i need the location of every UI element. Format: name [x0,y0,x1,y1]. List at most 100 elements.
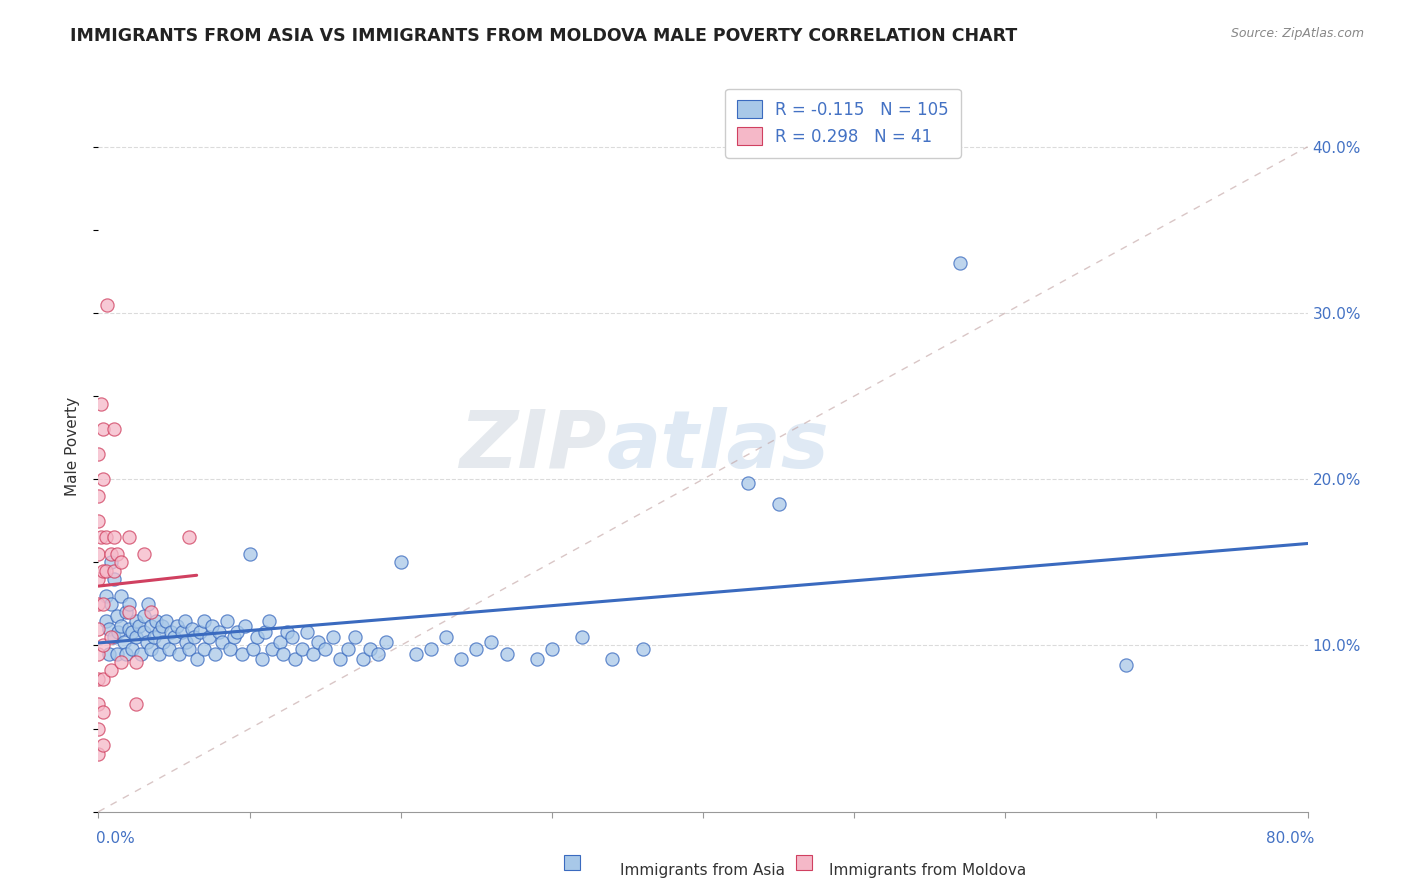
Point [87,514,110,528]
Text: 80.0%: 80.0% [1267,831,1315,847]
Point [434,630,457,644]
Point [91,472,114,486]
Point [208,625,231,640]
Point [571,630,593,644]
Bar [564,855,581,871]
Text: atlas: atlas [606,407,830,485]
Point [100,555,122,569]
Point [103,422,125,436]
Point [112,635,135,649]
Point [125,630,148,644]
Point [132,625,155,640]
Point [136,597,159,611]
Point [352,652,374,666]
Point [91,705,114,719]
Point [174,635,197,649]
Point [87,547,110,561]
Point [110,589,132,603]
Point [163,630,186,644]
Point [125,655,148,669]
Point [276,625,298,640]
Point [302,647,325,661]
Point [374,635,396,649]
Point [481,635,503,649]
Point [87,672,110,686]
Point [262,641,284,656]
Point [125,697,148,711]
Point [344,630,367,644]
Point [118,530,141,544]
Point [314,641,336,656]
Point [167,647,190,661]
Point [155,614,177,628]
Point [188,625,211,640]
Text: Source: ZipAtlas.com: Source: ZipAtlas.com [1230,27,1364,40]
Point [291,641,314,656]
Point [271,647,294,661]
Point [152,635,174,649]
Point [128,618,150,632]
Point [100,664,122,678]
Point [94,614,117,628]
Point [949,256,972,270]
Point [141,605,163,619]
Point [90,530,112,544]
Point [239,547,262,561]
Point [87,597,110,611]
Point [181,622,204,636]
Point [148,625,170,640]
Point [173,614,195,628]
Point [103,564,125,578]
Point [87,647,110,661]
Point [389,555,412,569]
Point [405,647,427,661]
Point [96,298,118,312]
Point [450,652,472,666]
Point [495,647,517,661]
Text: 0.0%: 0.0% [96,831,135,847]
Point [367,647,389,661]
Point [87,747,110,761]
Text: Immigrants from Moldova: Immigrants from Moldova [830,863,1026,879]
Point [114,605,136,619]
Point [204,647,226,661]
Point [224,630,246,644]
Y-axis label: Male Poverty: Male Poverty [65,396,80,496]
Text: ZIP: ZIP [458,407,606,485]
Point [121,641,143,656]
Point [100,630,122,644]
Point [105,647,128,661]
Point [360,641,382,656]
Point [215,614,238,628]
Point [110,655,132,669]
Point [103,530,125,544]
Point [91,672,114,686]
Point [159,641,181,656]
Point [193,614,215,628]
Point [250,652,273,666]
Point [125,614,148,628]
Point [107,625,129,640]
Point [87,697,110,711]
Point [114,647,136,661]
Point [110,555,132,569]
Point [257,614,280,628]
Point [118,605,141,619]
Point [246,630,269,644]
Point [100,597,122,611]
Point [602,652,624,666]
Point [94,564,117,578]
Point [281,630,304,644]
Point [183,630,205,644]
Point [103,572,125,586]
Point [307,635,329,649]
Point [160,625,183,640]
Point [105,608,128,623]
Point [226,625,249,640]
Point [231,647,253,661]
Point [103,630,125,644]
Point [242,641,264,656]
Point [737,475,759,490]
Point [87,447,110,461]
Point [87,622,110,636]
